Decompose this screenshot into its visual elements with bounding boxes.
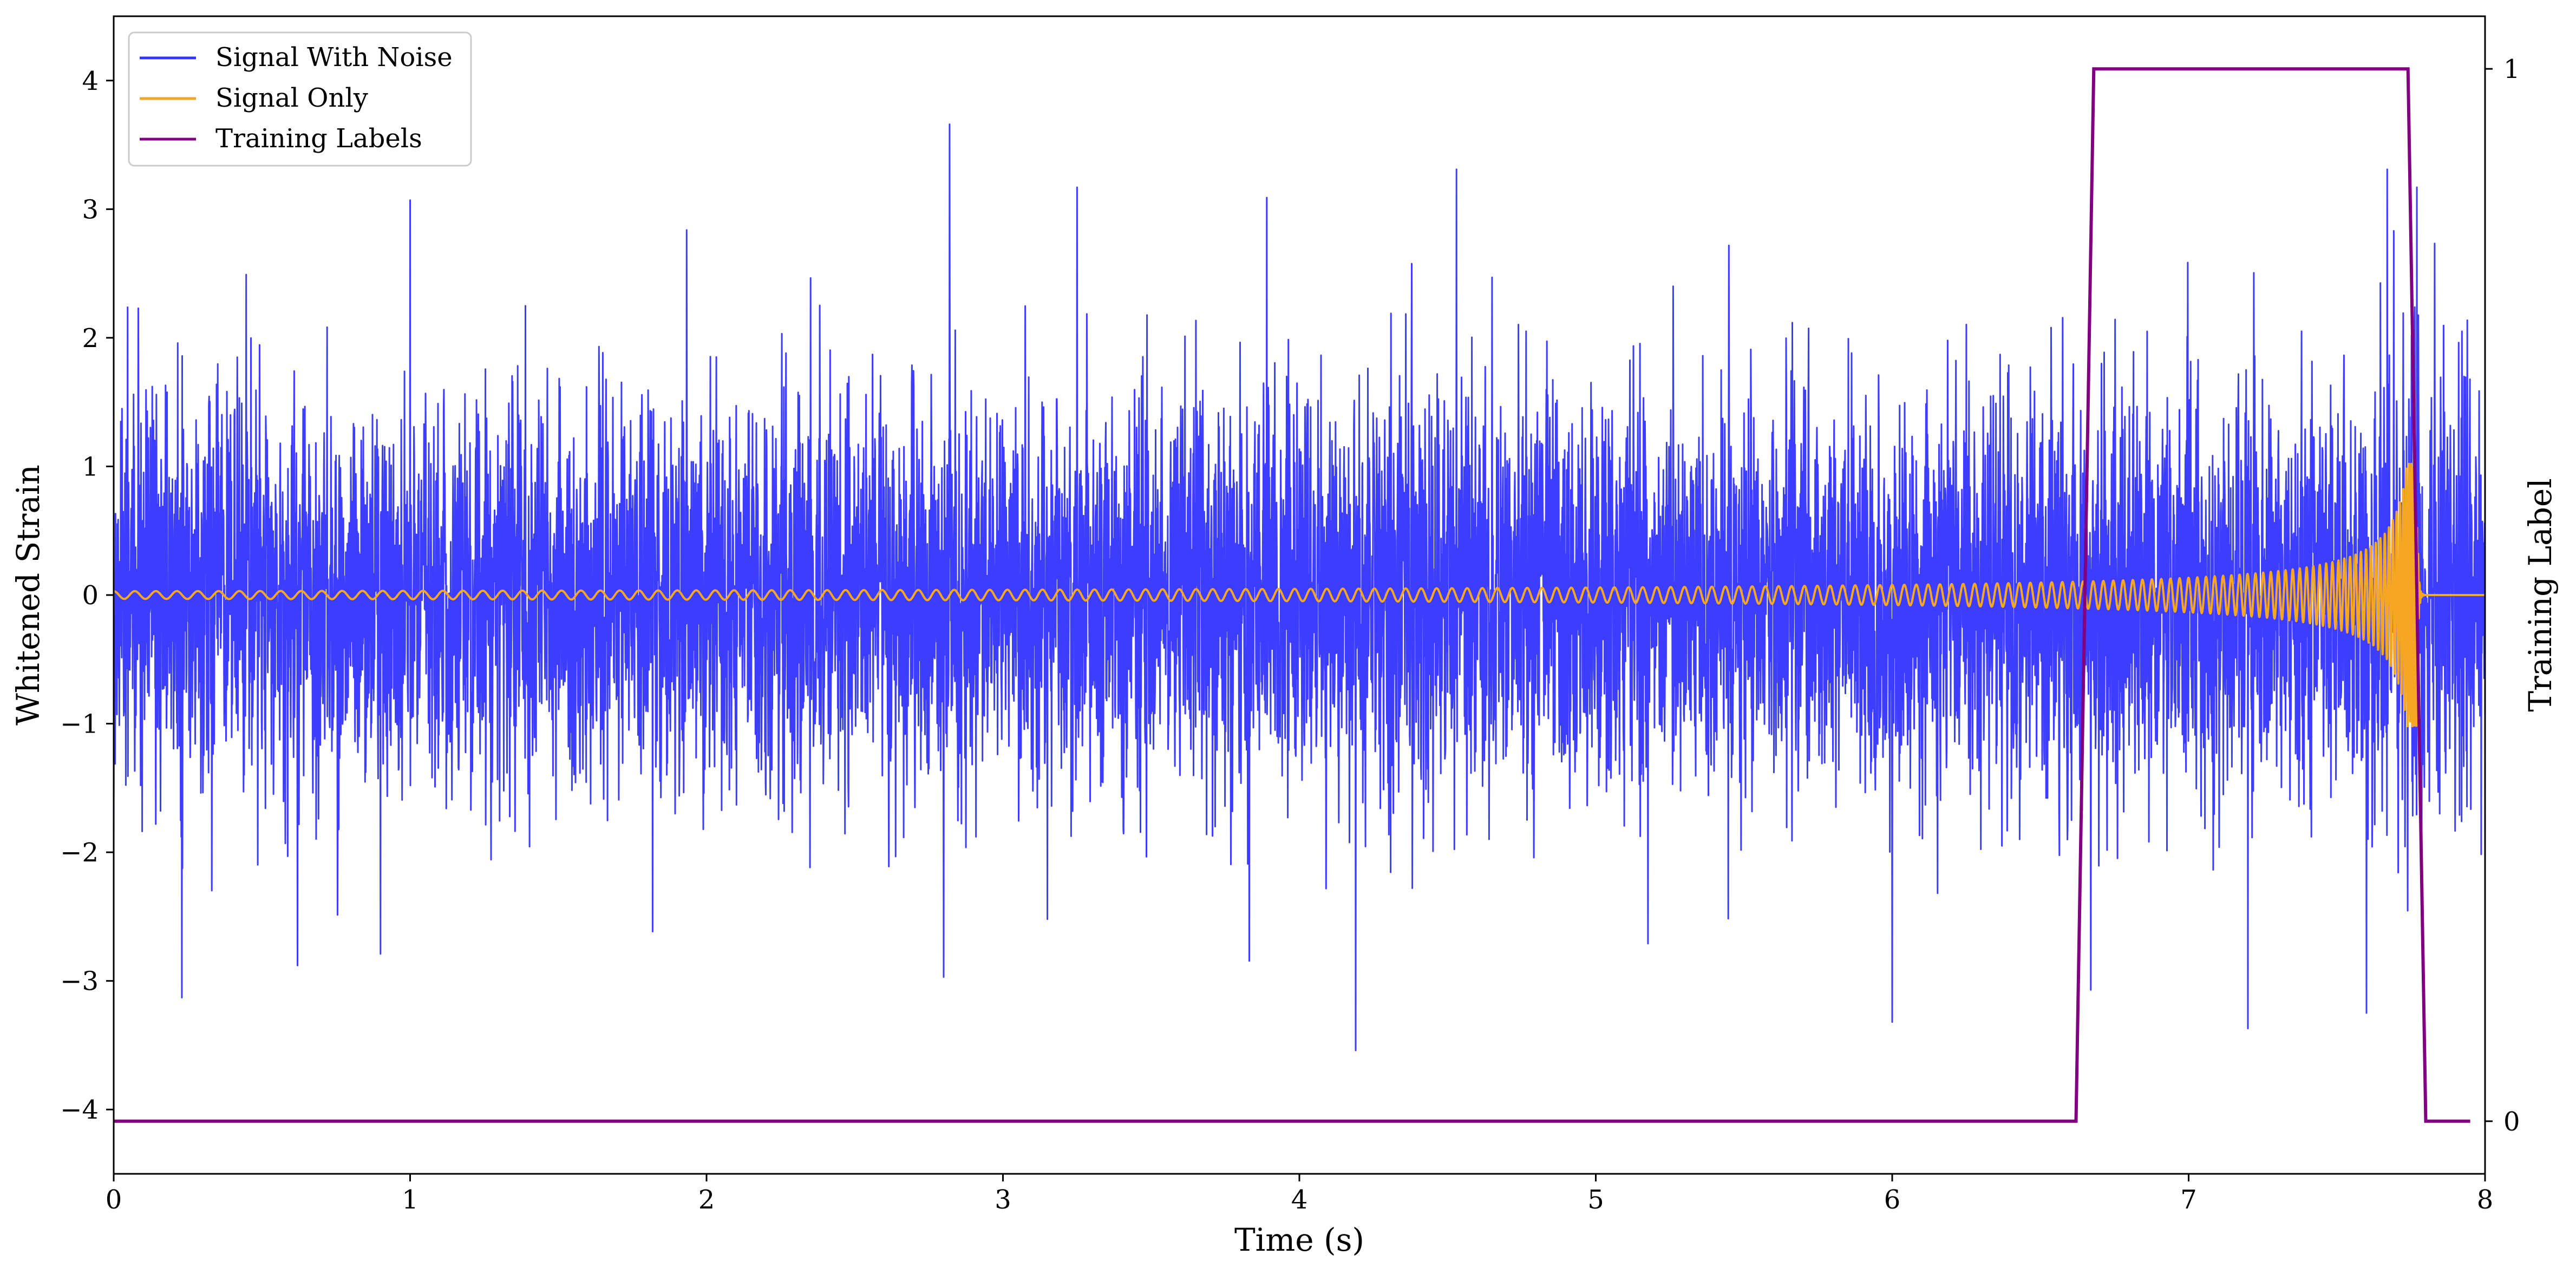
x-tick-label: 0 xyxy=(106,1185,122,1215)
legend: Signal With Noise Signal Only Training L… xyxy=(128,31,472,167)
legend-label-signal-only: Signal Only xyxy=(215,83,368,113)
training-labels-line xyxy=(114,67,2470,1123)
x-tick-label: 3 xyxy=(995,1185,1011,1215)
x-tick-label: 8 xyxy=(2477,1185,2494,1215)
x-tick-label: 6 xyxy=(1884,1185,1901,1215)
y-tick-label: −3 xyxy=(60,966,99,997)
y-tick-label: −1 xyxy=(60,709,99,740)
y2-tick-label: 0 xyxy=(2503,1107,2520,1137)
x-axis-ticks: 0 1 2 3 4 5 6 7 8 xyxy=(106,1174,2494,1215)
y-axis-ticks: −4 −3 −2 −1 0 1 2 3 4 xyxy=(60,66,114,1125)
x-tick-label: 4 xyxy=(1291,1185,1308,1215)
y2-axis-label: Training Label xyxy=(2522,478,2559,711)
x-tick-label: 2 xyxy=(698,1185,715,1215)
y-axis-label: Whitened Strain xyxy=(10,465,47,726)
y-tick-label: 1 xyxy=(82,452,99,482)
y-tick-label: 3 xyxy=(82,194,99,225)
y-tick-label: −2 xyxy=(60,838,99,868)
legend-label-training-labels: Training Labels xyxy=(215,123,422,154)
y-tick-label: 2 xyxy=(82,323,99,354)
x-tick-label: 5 xyxy=(1587,1185,1604,1215)
legend-box xyxy=(128,31,472,167)
y2-tick-label: 1 xyxy=(2503,54,2520,84)
legend-label-signal-with-noise: Signal With Noise xyxy=(215,42,453,73)
x-axis-label: Time (s) xyxy=(1234,1221,1364,1258)
y-tick-label: 0 xyxy=(82,580,99,611)
series-layer xyxy=(114,67,2485,1123)
signal-only-line xyxy=(114,462,2485,728)
y-tick-label: −4 xyxy=(60,1095,99,1125)
y-tick-label: 4 xyxy=(82,66,99,96)
signal-with-noise-line xyxy=(114,123,2485,1051)
x-tick-label: 7 xyxy=(2180,1185,2197,1215)
x-tick-label: 1 xyxy=(402,1185,419,1215)
y2-axis-ticks: 01 xyxy=(2485,54,2520,1137)
